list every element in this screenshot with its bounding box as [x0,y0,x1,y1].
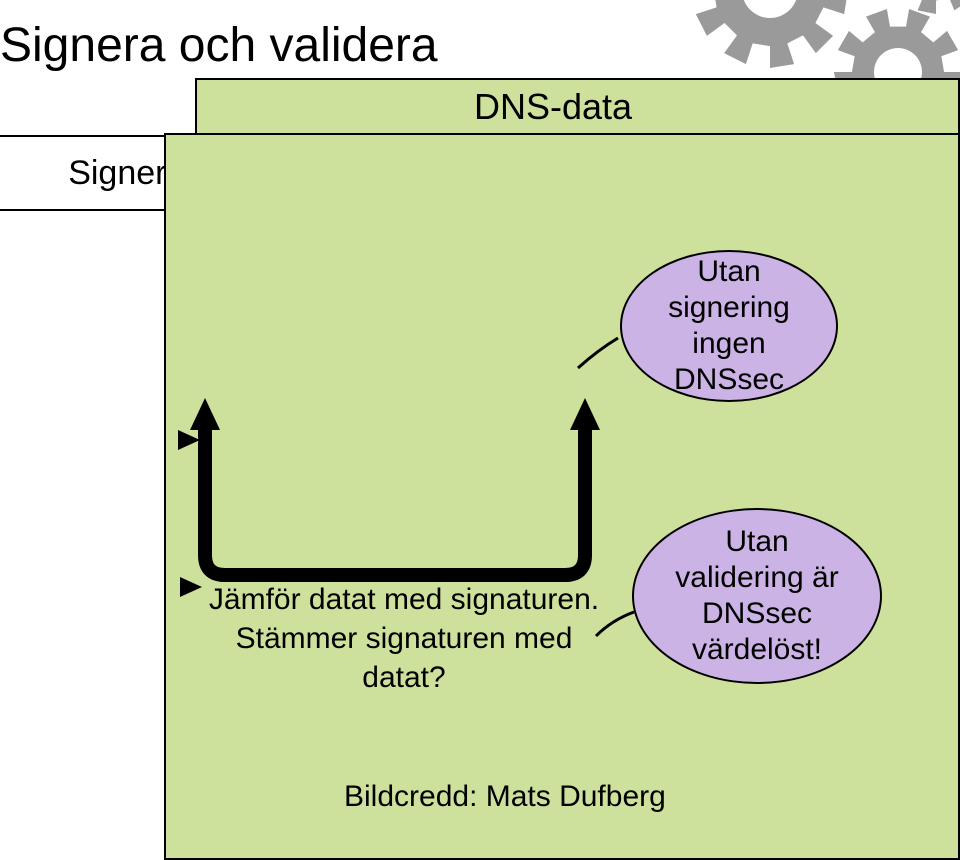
bubble-top-line4: DNSsec [674,362,784,398]
image-credit: Bildcredd: Mats Dufberg [344,780,666,814]
bubble-top-line2: signering [668,290,790,326]
compare-line2: Stämmer signaturen med datat? [194,619,614,697]
speech-bubble-top: Utan signering ingen DNSsec [620,250,838,402]
bubble-top-line1: Utan [697,254,760,290]
bubble-bottom-line4: värdelöst! [692,632,822,668]
bubble-top-line3: ingen [692,326,765,362]
compare-caption: Jämför datat med signaturen. Stämmer sig… [194,580,614,697]
bubble-bottom-line2: validering är [675,560,838,596]
panel-front [164,133,960,860]
page-title: Signera och validera [0,18,438,73]
bubble-bottom-line1: Utan [725,524,788,560]
speech-bubble-bottom: Utan validering är DNSsec värdelöst! [632,508,882,684]
dns-data-label: DNS-data [474,86,632,128]
bubble-bottom-line3: DNSsec [702,596,812,632]
compare-line1: Jämför datat med signaturen. [194,580,614,619]
